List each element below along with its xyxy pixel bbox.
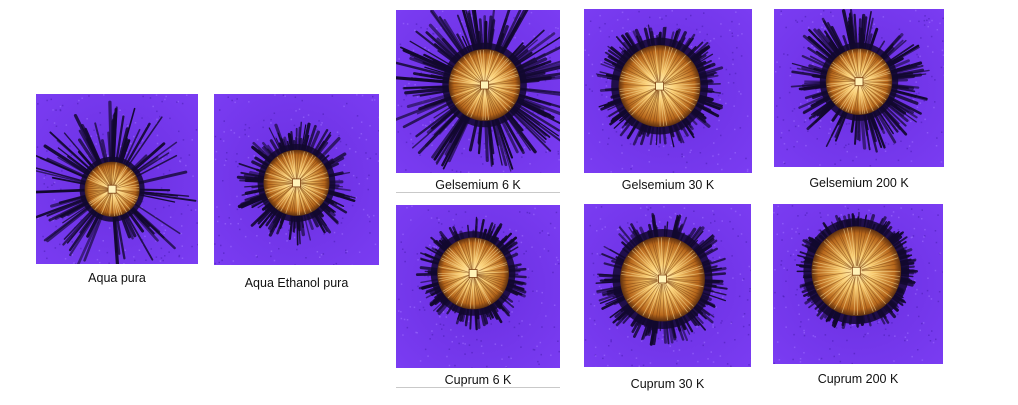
image-gelsemium-200k-picture — [774, 9, 944, 167]
image-cuprum-6k — [396, 205, 560, 368]
caption-aqua-pura: Aqua pura — [88, 271, 146, 285]
image-aqua-pura — [36, 94, 198, 264]
divider — [396, 192, 560, 193]
image-gelsemium-30k-picture — [584, 9, 752, 173]
image-gelsemium-200k — [774, 9, 944, 167]
image-gelsemium-30k — [584, 9, 752, 173]
image-gelsemium-6k-picture — [396, 10, 560, 173]
caption-cuprum-6k: Cuprum 6 K — [444, 373, 512, 387]
image-cuprum-30k-picture — [584, 204, 751, 367]
image-aqua-ethanol-pura — [214, 94, 379, 265]
caption-gelsemium-6k: Gelsemium 6 K — [435, 178, 521, 192]
divider — [396, 387, 560, 388]
image-aqua-pura-picture — [36, 94, 198, 264]
caption-cuprum-200k: Cuprum 200 K — [817, 372, 899, 386]
caption-aqua-ethanol-pura: Aqua Ethanol pura — [244, 276, 349, 290]
image-aqua-ethanol-pura-picture — [214, 94, 379, 265]
image-cuprum-200k-picture — [773, 204, 943, 364]
image-cuprum-30k — [584, 204, 751, 367]
caption-gelsemium-200k: Gelsemium 200 K — [809, 176, 909, 190]
image-cuprum-200k — [773, 204, 943, 364]
image-cuprum-6k-picture — [396, 205, 560, 368]
caption-gelsemium-30k: Gelsemium 30 K — [621, 178, 715, 192]
image-gelsemium-6k — [396, 10, 560, 173]
caption-cuprum-30k: Cuprum 30 K — [630, 377, 705, 391]
